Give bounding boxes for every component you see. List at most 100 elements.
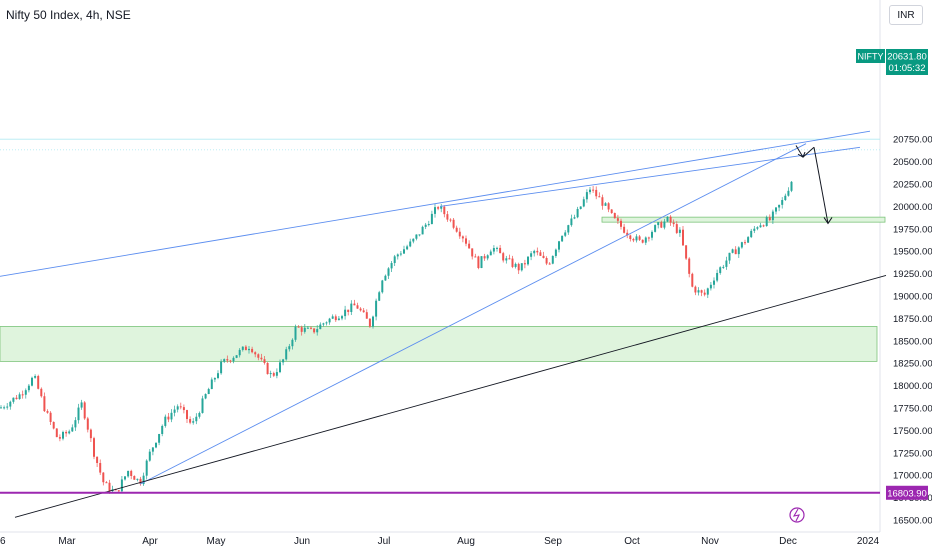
candle-body <box>300 327 303 332</box>
candle-body <box>768 217 771 221</box>
y-tick-label: 17250.00 <box>893 448 932 459</box>
candle-body <box>570 218 573 226</box>
candle-body <box>589 189 591 193</box>
candle-body <box>455 227 458 232</box>
candle-body <box>536 250 539 253</box>
candle-body <box>728 252 731 261</box>
candle-body <box>709 284 712 289</box>
candle-body <box>458 231 461 237</box>
candle-body <box>269 373 272 375</box>
candle-body <box>189 419 192 423</box>
candle-body <box>527 256 529 265</box>
candle-body <box>771 211 774 221</box>
y-tick-label: 18000.00 <box>893 381 932 392</box>
candle-body <box>310 327 312 329</box>
candle-body <box>207 389 210 395</box>
candle-body <box>489 251 492 256</box>
candle-body <box>533 250 536 254</box>
candle-body <box>505 258 508 261</box>
y-tick-label: 19000.00 <box>893 292 932 303</box>
candle-body <box>530 253 533 257</box>
candle-body <box>629 235 632 240</box>
candle-body <box>703 292 706 295</box>
candle-body <box>607 203 610 210</box>
candle-body <box>697 290 700 293</box>
candle-body <box>251 348 254 353</box>
x-tick-label: Dec <box>779 536 797 547</box>
candle-body <box>669 216 672 223</box>
candle-body <box>130 470 133 477</box>
candle-body <box>406 246 409 250</box>
candle-body <box>182 407 185 411</box>
candle-body <box>672 222 675 225</box>
candle-body <box>145 460 148 476</box>
currency-button[interactable]: INR <box>889 5 923 25</box>
last-price-text: 20631.80 <box>887 52 927 63</box>
last-price-tag <box>886 49 928 75</box>
candle-body <box>0 407 2 409</box>
candle-body <box>65 431 68 434</box>
candle-body <box>539 252 542 256</box>
candle-body <box>139 478 142 485</box>
y-tick-label: 20500.00 <box>893 157 932 168</box>
candle-body <box>675 224 678 233</box>
candle-body <box>341 316 343 319</box>
candle-body <box>545 258 548 264</box>
candle-body <box>641 239 644 243</box>
candle-body <box>685 245 688 259</box>
candle-body <box>437 207 440 209</box>
candle-body <box>331 316 334 319</box>
candle-body <box>142 475 145 485</box>
candle-body <box>275 372 278 376</box>
candle-body <box>102 472 105 483</box>
candle-body <box>784 195 787 201</box>
candle-body <box>694 286 697 293</box>
candle-body <box>108 482 111 492</box>
candle-body <box>601 197 604 206</box>
candle-body <box>781 200 784 205</box>
candle-body <box>328 318 331 323</box>
candle-body <box>635 236 638 241</box>
symbol-tag-text: NIFTY <box>858 52 884 62</box>
x-tick-label: Oct <box>624 536 640 547</box>
support-price-text: 16803.90 <box>887 488 927 499</box>
candle-body <box>353 303 356 306</box>
y-tick-label: 20750.00 <box>893 135 932 146</box>
candle-body <box>220 361 223 374</box>
candle-body <box>226 359 229 361</box>
candle-body <box>43 396 46 412</box>
x-tick-label: Mar <box>58 536 76 547</box>
candle-body <box>46 411 49 413</box>
candle-body <box>412 238 415 242</box>
candle-body <box>210 379 213 390</box>
candle-body <box>297 326 300 328</box>
candle-body <box>573 217 576 219</box>
candle-body <box>40 388 43 397</box>
candle-body <box>279 362 281 373</box>
candle-body <box>582 199 585 207</box>
candle-body <box>554 249 557 256</box>
candle-body <box>502 253 505 261</box>
candle-body <box>421 226 424 235</box>
candle-body <box>192 421 195 423</box>
candle-body <box>6 406 9 408</box>
candle-body <box>558 241 560 250</box>
candle-body <box>52 421 55 429</box>
projection-arrow <box>795 145 804 158</box>
y-tick-label: 17750.00 <box>893 404 932 415</box>
candle-body <box>282 359 285 363</box>
candle-body <box>390 263 393 269</box>
support-price-tag <box>886 485 928 500</box>
candle-body <box>241 346 244 350</box>
candle-body <box>148 451 151 461</box>
candle-body <box>344 309 347 317</box>
candle-body <box>322 323 325 325</box>
candle-body <box>58 437 61 439</box>
candle-body <box>787 190 790 196</box>
candle-body <box>21 394 24 396</box>
candle-body <box>294 326 297 340</box>
candle-body <box>492 248 495 252</box>
candle-body <box>756 227 759 229</box>
